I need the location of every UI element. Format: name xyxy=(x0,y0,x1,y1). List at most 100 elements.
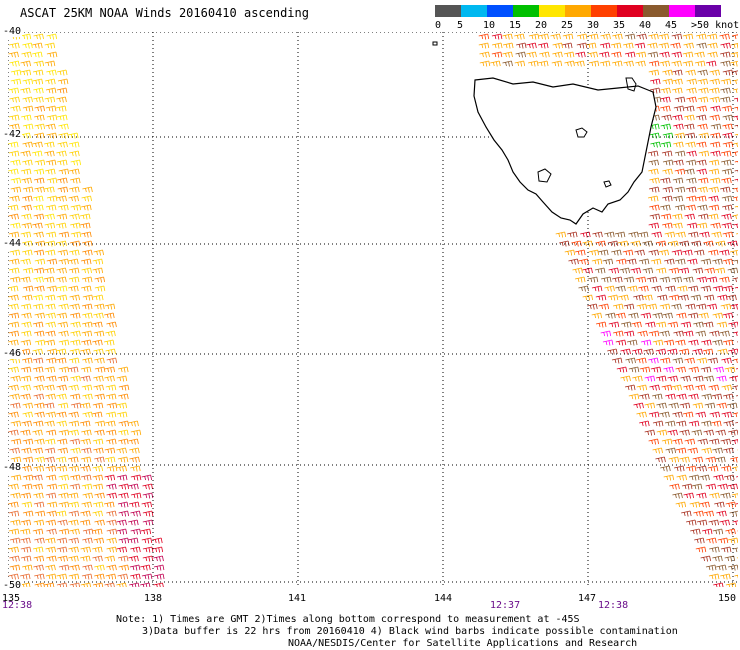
wind-barb xyxy=(709,492,720,499)
wind-barb xyxy=(33,492,44,499)
wind-barb xyxy=(34,105,45,112)
wind-barb xyxy=(734,178,738,183)
wind-barb xyxy=(33,96,44,103)
wind-barb xyxy=(20,366,32,373)
wind-barb xyxy=(93,312,104,319)
wind-barb xyxy=(140,582,151,587)
wind-barb xyxy=(33,501,45,508)
wind-barb xyxy=(56,69,68,76)
wind-barb xyxy=(106,537,117,544)
wind-barb xyxy=(70,159,82,166)
wind-barb xyxy=(22,411,33,418)
wind-barb xyxy=(68,258,79,265)
wind-barb xyxy=(706,33,718,40)
wind-barb xyxy=(92,474,104,481)
wind-barb xyxy=(9,96,20,103)
wind-barb xyxy=(10,438,22,445)
wind-barb xyxy=(502,33,513,40)
wind-barb xyxy=(10,177,22,184)
wind-barb xyxy=(32,546,44,553)
wind-barb xyxy=(22,123,34,130)
scale-label-10: >50 knots xyxy=(691,20,740,31)
wind-barb xyxy=(9,537,21,544)
wind-barb xyxy=(44,267,55,274)
wind-barb xyxy=(44,456,55,463)
wind-barb xyxy=(613,330,624,337)
wind-barb xyxy=(21,222,33,229)
wind-barb xyxy=(644,429,656,436)
wind-barb xyxy=(732,79,738,85)
wind-barb xyxy=(611,60,623,67)
wind-barb xyxy=(45,312,56,319)
wind-barb xyxy=(690,294,702,301)
wind-barb xyxy=(733,142,738,148)
wind-barb xyxy=(21,114,32,121)
wind-barb xyxy=(660,177,671,184)
wind-barb xyxy=(128,555,139,562)
wind-barb xyxy=(716,564,727,571)
wind-barb xyxy=(33,465,45,472)
wind-barb xyxy=(515,51,526,58)
wind-barb xyxy=(10,375,21,382)
wind-barb xyxy=(142,555,154,562)
wind-barb xyxy=(46,375,57,382)
wind-barb xyxy=(616,366,628,373)
wind-barb xyxy=(538,42,549,49)
wind-barb xyxy=(67,456,79,463)
wind-barb xyxy=(587,276,599,283)
wind-barb xyxy=(689,501,701,508)
wind-barb xyxy=(58,132,69,139)
wind-barb xyxy=(68,519,79,526)
wind-barb xyxy=(699,231,710,238)
wind-barb xyxy=(672,492,683,499)
wind-barb xyxy=(675,447,687,454)
wind-barb xyxy=(33,384,44,391)
wind-barb xyxy=(721,384,732,391)
wind-barb xyxy=(695,384,706,391)
wind-barb xyxy=(686,96,697,103)
wind-barb xyxy=(722,258,734,265)
wind-barb xyxy=(716,375,727,382)
wind-barb xyxy=(635,276,647,283)
wind-barb xyxy=(684,213,695,220)
wind-barb xyxy=(70,375,81,382)
scale-label-5: 25 xyxy=(561,20,574,31)
wind-barb xyxy=(514,33,525,40)
wind-barb xyxy=(92,510,103,517)
wind-barb xyxy=(68,429,79,436)
wind-barb xyxy=(94,420,106,427)
wind-barb xyxy=(602,339,614,346)
wind-barb xyxy=(671,303,682,310)
wind-barb xyxy=(631,321,642,328)
wind-barb xyxy=(734,133,738,137)
wind-barb xyxy=(735,421,738,424)
wind-barb xyxy=(703,294,715,301)
wind-barb xyxy=(726,402,738,409)
wind-barb xyxy=(674,465,685,472)
wind-barb xyxy=(716,510,727,517)
wind-barb xyxy=(660,123,672,130)
wind-barb xyxy=(46,195,58,202)
wind-barb xyxy=(70,330,81,337)
wind-barb xyxy=(93,384,104,391)
wind-barb xyxy=(69,186,80,193)
wind-barb xyxy=(46,528,57,535)
wind-barb xyxy=(684,357,695,364)
wind-barb xyxy=(92,267,104,274)
wind-barb xyxy=(731,439,738,445)
wind-barb xyxy=(8,267,20,274)
wind-barb xyxy=(57,321,69,328)
wind-barb xyxy=(94,357,105,364)
wind-barb xyxy=(686,186,697,193)
wind-barb xyxy=(34,537,45,544)
wind-barb xyxy=(19,528,31,535)
wind-barb xyxy=(32,303,44,310)
wind-barb xyxy=(44,438,56,445)
wind-barb xyxy=(688,474,700,481)
wind-barb xyxy=(56,537,68,544)
wind-barb xyxy=(627,285,638,292)
wind-barb xyxy=(708,384,719,391)
wind-barb xyxy=(92,294,104,301)
wind-barb xyxy=(703,429,714,436)
wind-barb xyxy=(708,195,719,202)
